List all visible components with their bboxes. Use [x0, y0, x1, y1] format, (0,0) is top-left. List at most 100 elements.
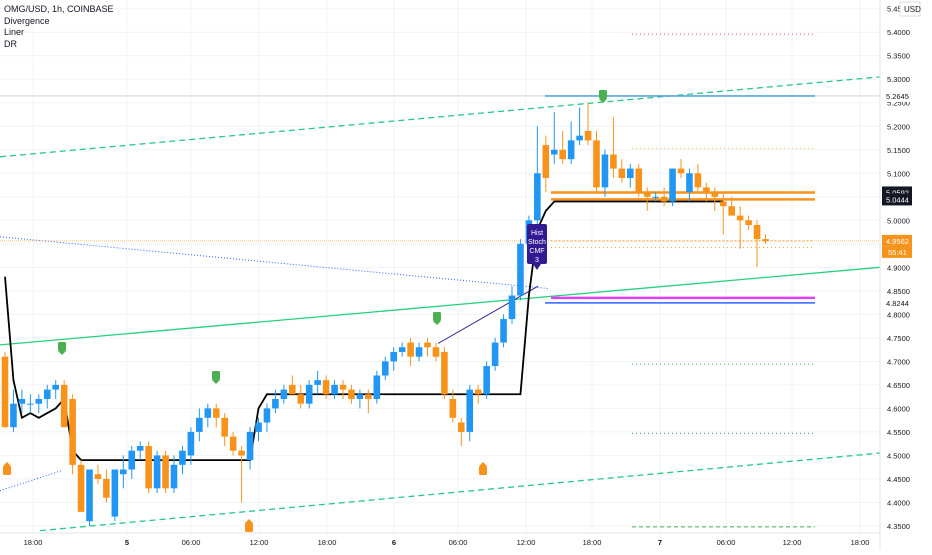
candle: [331, 380, 338, 399]
y-tick-label: 4.8500: [887, 287, 910, 296]
price-label-box: [882, 234, 912, 247]
y-tick-label: 4.6000: [887, 404, 910, 413]
candle: [762, 234, 769, 244]
candle: [534, 126, 541, 230]
x-tick-label: 18:00: [583, 538, 602, 547]
bull-signal-marker-tip: [212, 380, 220, 384]
candle: [297, 384, 305, 409]
bear-signal-marker: [245, 519, 253, 532]
y-tick-label: 5.2500: [887, 99, 910, 108]
candle-body: [365, 394, 372, 399]
candle: [246, 427, 254, 470]
candle: [111, 469, 119, 522]
candle-body: [407, 342, 414, 357]
candle: [407, 337, 414, 367]
candle: [196, 408, 203, 442]
candle: [52, 380, 59, 399]
candle-body: [221, 417, 228, 437]
divergence-line: [437, 285, 539, 344]
candle: [618, 159, 626, 183]
candle-body: [356, 394, 364, 399]
candle-body: [567, 140, 575, 160]
symbol-title[interactable]: OMG/USD, 1h, COINBASE: [4, 4, 114, 14]
divergence-label-text: Hist: [531, 230, 543, 237]
y-tick-label: 4.4000: [887, 498, 910, 507]
candle-body: [322, 380, 330, 395]
candle: [686, 168, 693, 202]
candle: [449, 389, 457, 423]
y-tick-label: 5.0000: [887, 216, 910, 225]
candle: [86, 469, 93, 526]
candle-body: [728, 206, 735, 216]
candle: [719, 192, 727, 235]
indicator-divergence[interactable]: Divergence: [4, 15, 50, 26]
candle-body: [179, 450, 186, 465]
candle: [373, 370, 381, 404]
y-tick-label: 5.4500: [887, 5, 910, 14]
x-tick-label: 06:00: [182, 538, 201, 547]
currency-label: USD: [904, 5, 921, 14]
candle-body: [474, 389, 482, 395]
candle: [103, 469, 110, 503]
candle-body: [373, 375, 381, 399]
candle-body: [86, 469, 93, 522]
bull-signal-marker: [433, 312, 441, 325]
candle: [610, 116, 617, 178]
bull-signal-marker-body: [58, 342, 66, 351]
bull-signal-marker-body: [212, 371, 220, 380]
candle: [593, 130, 600, 193]
candle: [627, 163, 634, 188]
candle: [69, 394, 76, 475]
bear-signal-marker-tip: [245, 519, 253, 523]
candle-body: [196, 417, 203, 432]
candle-body: [229, 436, 237, 451]
indicator-liner[interactable]: Liner: [4, 27, 25, 37]
candle-body: [593, 140, 600, 188]
candle: [280, 384, 288, 404]
countdown-label: 55:41: [888, 248, 907, 257]
candle-body: [18, 398, 26, 404]
candle: [128, 446, 136, 479]
x-tick-label: 5: [125, 538, 129, 547]
candle: [466, 384, 474, 442]
candle-body: [550, 149, 558, 155]
candle-body: [694, 173, 702, 188]
candle-body: [458, 422, 465, 432]
bull-signal-marker: [599, 90, 607, 103]
candle: [660, 187, 668, 207]
candle: [381, 356, 389, 381]
divergence-label-tip: [533, 264, 541, 270]
trend-channel-upper: [0, 76, 881, 158]
candle-body: [120, 469, 127, 475]
bear-signal-marker-body: [3, 466, 11, 475]
candle-body: [153, 455, 161, 489]
candle: [517, 239, 524, 301]
price-label-box: [882, 193, 912, 206]
candle-body: [27, 403, 34, 405]
candle-body: [703, 187, 710, 193]
support-trendline: [0, 266, 881, 346]
candle-body: [60, 384, 68, 428]
candle-body: [753, 225, 761, 240]
candle-body: [542, 145, 550, 178]
candle: [652, 192, 659, 202]
candle: [120, 455, 127, 489]
trend-channel-lower: [39, 452, 881, 532]
candle-body: [601, 154, 609, 188]
indicator-dr[interactable]: DR: [4, 38, 17, 49]
bull-signal-marker: [212, 371, 220, 384]
y-tick-label: 4.5500: [887, 428, 910, 437]
candle: [162, 450, 169, 494]
candle-body: [635, 168, 643, 193]
divergence-label-text: Stoch: [528, 239, 546, 246]
candle-body: [424, 342, 431, 348]
candle: [635, 163, 643, 197]
candle: [238, 446, 245, 503]
x-tick-label: 12:00: [783, 538, 802, 547]
bear-signal-marker: [479, 462, 487, 475]
candle-body: [677, 168, 685, 174]
candle: [745, 215, 752, 230]
candle-body: [314, 380, 321, 385]
